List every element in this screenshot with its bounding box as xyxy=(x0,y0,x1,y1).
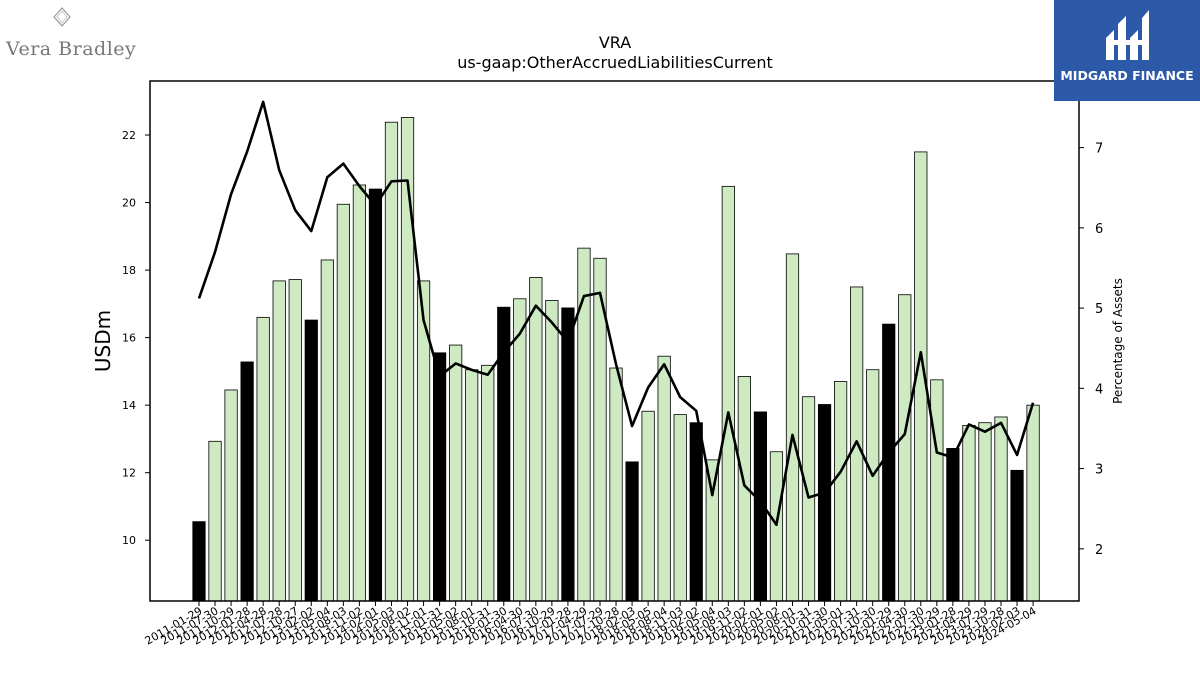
bar xyxy=(224,389,238,602)
bar xyxy=(930,379,944,602)
y2-tick-label: 5 xyxy=(1095,302,1103,317)
bar xyxy=(641,410,655,602)
bar xyxy=(994,416,1008,602)
bar xyxy=(368,188,383,602)
y-tick-label: 14 xyxy=(122,399,136,412)
bar xyxy=(609,367,623,602)
bar xyxy=(898,294,912,602)
chart-title: VRA xyxy=(599,33,631,52)
bar xyxy=(834,381,848,602)
y-tick-label: 10 xyxy=(122,534,136,547)
bar xyxy=(256,316,270,602)
bar xyxy=(978,422,992,602)
y-axis-right: 2 3 4 5 6 7 xyxy=(1079,142,1103,558)
y-axis-label: USDm xyxy=(91,310,115,372)
bar xyxy=(272,280,286,602)
plot-frame xyxy=(149,80,1080,602)
bar xyxy=(817,404,832,602)
bar xyxy=(304,319,318,602)
y2-tick-label: 7 xyxy=(1095,142,1103,157)
y-tick-label: 16 xyxy=(122,332,136,345)
bar xyxy=(1010,469,1024,602)
x-axis: 2011-01-292011-07-302011-10-292012-01-28… xyxy=(143,601,1039,648)
line-series xyxy=(197,100,1035,527)
bar xyxy=(481,364,495,602)
bar xyxy=(320,259,334,602)
bar xyxy=(561,307,575,602)
bar xyxy=(673,414,687,602)
chart-subtitle: us-gaap:OtherAccruedLiabilitiesCurrent xyxy=(457,53,773,72)
bar xyxy=(529,277,543,602)
y2-axis-label: Percentage of Assets xyxy=(1111,278,1125,404)
y2-tick-label: 4 xyxy=(1095,382,1103,397)
bar xyxy=(769,451,784,602)
bar xyxy=(449,344,463,602)
mh-monogram-icon xyxy=(1106,10,1149,60)
line-pct-assets xyxy=(197,100,1035,527)
bar xyxy=(432,352,447,602)
bar xyxy=(1026,404,1040,602)
bar xyxy=(785,253,800,602)
bar xyxy=(208,440,222,602)
bar xyxy=(577,247,591,602)
bar xyxy=(625,461,639,602)
y-axis-left: 10 12 14 16 18 20 22 xyxy=(122,129,150,547)
bar xyxy=(689,422,703,602)
y-tick-label: 22 xyxy=(122,129,136,142)
midgard-finance-wordmark: MIDGARD FINANCE xyxy=(1060,68,1194,83)
y-tick-label: 18 xyxy=(122,264,136,277)
bar xyxy=(336,203,350,602)
bar xyxy=(545,300,559,602)
bar xyxy=(721,185,735,602)
bar xyxy=(352,184,367,602)
y2-tick-label: 2 xyxy=(1095,543,1103,558)
y2-tick-label: 3 xyxy=(1095,463,1103,478)
midgard-finance-logo: MIDGARD FINANCE xyxy=(1054,0,1200,101)
y-tick-label: 20 xyxy=(122,197,136,210)
vera-bradley-wordmark: Vera Bradley xyxy=(6,38,137,60)
bar xyxy=(705,459,719,602)
bar xyxy=(465,369,479,602)
bar xyxy=(801,396,816,602)
bar xyxy=(657,355,671,602)
vb-diamond-monogram-icon xyxy=(53,7,71,27)
bar xyxy=(882,323,896,602)
y-tick-label: 12 xyxy=(122,467,136,480)
y2-tick-label: 6 xyxy=(1095,222,1103,237)
vera-bradley-logo: Vera Bradley xyxy=(6,6,136,62)
bar xyxy=(192,521,206,602)
bar xyxy=(240,361,254,602)
bar xyxy=(384,121,399,602)
bar xyxy=(866,369,880,602)
bar xyxy=(513,298,527,602)
bar xyxy=(946,447,960,602)
bar xyxy=(962,425,976,602)
bar xyxy=(416,280,431,602)
bar xyxy=(288,279,302,602)
